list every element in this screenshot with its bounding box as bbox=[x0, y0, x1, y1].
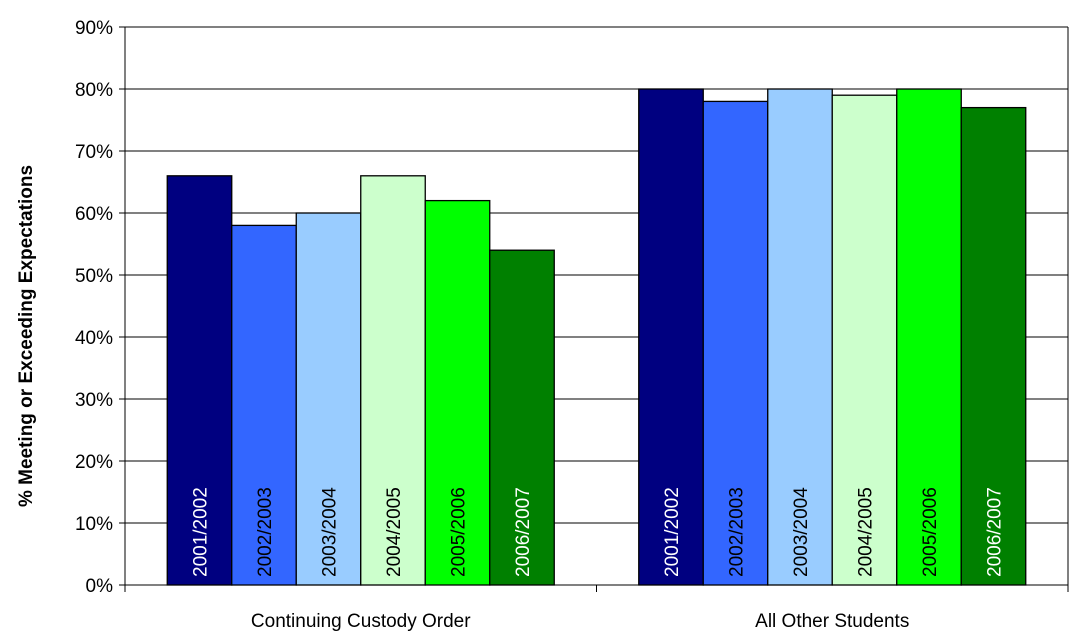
bar-series-label: 2004/2005 bbox=[384, 487, 405, 577]
y-tick-label: 0% bbox=[86, 576, 114, 597]
bar-series-label: 2003/2004 bbox=[791, 487, 812, 577]
y-tick-label: 70% bbox=[75, 142, 113, 163]
bar-series-label: 2006/2007 bbox=[513, 487, 534, 577]
y-tick-label: 60% bbox=[75, 204, 113, 225]
bar-series-label: 2004/2005 bbox=[856, 487, 877, 577]
bar bbox=[489, 249, 555, 586]
y-tick-label: 20% bbox=[75, 452, 113, 473]
bar-series-label: 2005/2006 bbox=[920, 487, 941, 577]
bar-series-label: 2005/2006 bbox=[449, 487, 470, 577]
y-axis-title: % Meeting or Exceeding Expectations bbox=[16, 165, 37, 507]
bar bbox=[896, 88, 962, 586]
y-tick-label: 30% bbox=[75, 390, 113, 411]
axes bbox=[124, 26, 1069, 592]
bar-series-label: 2001/2002 bbox=[662, 487, 683, 577]
bar-series-label: 2001/2002 bbox=[191, 487, 212, 577]
bar-series-label: 2002/2003 bbox=[255, 487, 276, 577]
y-tick-label: 10% bbox=[75, 514, 113, 535]
bar-series-label: 2002/2003 bbox=[727, 487, 748, 577]
x-category-label: All Other Students bbox=[755, 611, 909, 632]
bars: 2001/2002 2002/2003 2003/2004 2004/2005 2005… bbox=[166, 88, 1027, 586]
bar bbox=[638, 88, 704, 586]
y-tick-label: 90% bbox=[75, 18, 113, 39]
bar bbox=[295, 212, 362, 586]
bar-series-label: 2006/2007 bbox=[985, 487, 1006, 577]
bar-series-label: 2003/2004 bbox=[320, 487, 341, 577]
bar bbox=[960, 106, 1027, 586]
y-tick-labels: 0% 10% 20% 30% 40% 50% 60% 70% 80% 90% bbox=[75, 18, 113, 597]
bar bbox=[231, 224, 297, 586]
y-tick-label: 40% bbox=[75, 328, 113, 349]
bar bbox=[767, 88, 833, 586]
y-tick-label: 50% bbox=[75, 266, 113, 287]
bar bbox=[702, 100, 769, 586]
x-category-labels: Continuing Custody Order All Other Studen… bbox=[251, 611, 909, 632]
bar bbox=[424, 199, 491, 586]
bar bbox=[360, 175, 426, 586]
y-tick-label: 80% bbox=[75, 80, 113, 101]
bar bbox=[166, 175, 233, 586]
bar bbox=[831, 94, 898, 586]
x-category-label: Continuing Custody Order bbox=[251, 611, 471, 632]
